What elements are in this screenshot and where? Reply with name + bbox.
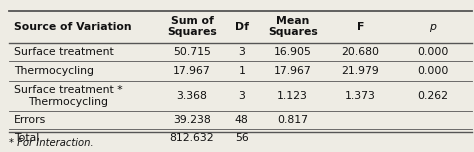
Text: 3: 3 [238, 47, 245, 57]
Text: Thermocycling: Thermocycling [14, 66, 94, 76]
Text: Sum of
Squares: Sum of Squares [167, 16, 217, 37]
Text: 0.000: 0.000 [417, 66, 448, 76]
Text: 3: 3 [238, 91, 245, 101]
Text: 0.817: 0.817 [277, 115, 308, 125]
Text: 20.680: 20.680 [341, 47, 379, 57]
Text: 21.979: 21.979 [341, 66, 379, 76]
Text: Total: Total [14, 133, 39, 143]
Text: 1.123: 1.123 [277, 91, 308, 101]
Text: 56: 56 [235, 133, 249, 143]
Text: p: p [429, 22, 436, 32]
Text: Df: Df [235, 22, 249, 32]
Text: 1.373: 1.373 [345, 91, 376, 101]
Text: * For Interaction.: * For Interaction. [9, 138, 94, 148]
Text: 812.632: 812.632 [170, 133, 214, 143]
Text: 17.967: 17.967 [274, 66, 311, 76]
Text: 48: 48 [235, 115, 249, 125]
Text: Mean
Squares: Mean Squares [268, 16, 318, 37]
Text: Source of Variation: Source of Variation [14, 22, 132, 32]
Text: 16.905: 16.905 [274, 47, 311, 57]
Text: 39.238: 39.238 [173, 115, 211, 125]
Text: Surface treatment *
Thermocycling: Surface treatment * Thermocycling [14, 85, 123, 107]
Text: 3.368: 3.368 [176, 91, 208, 101]
Text: F: F [356, 22, 364, 32]
Text: 0.262: 0.262 [417, 91, 448, 101]
Text: 17.967: 17.967 [173, 66, 211, 76]
Text: Errors: Errors [14, 115, 46, 125]
Text: 50.715: 50.715 [173, 47, 211, 57]
Text: Surface treatment: Surface treatment [14, 47, 114, 57]
Text: 0.000: 0.000 [417, 47, 448, 57]
Text: 1: 1 [238, 66, 245, 76]
